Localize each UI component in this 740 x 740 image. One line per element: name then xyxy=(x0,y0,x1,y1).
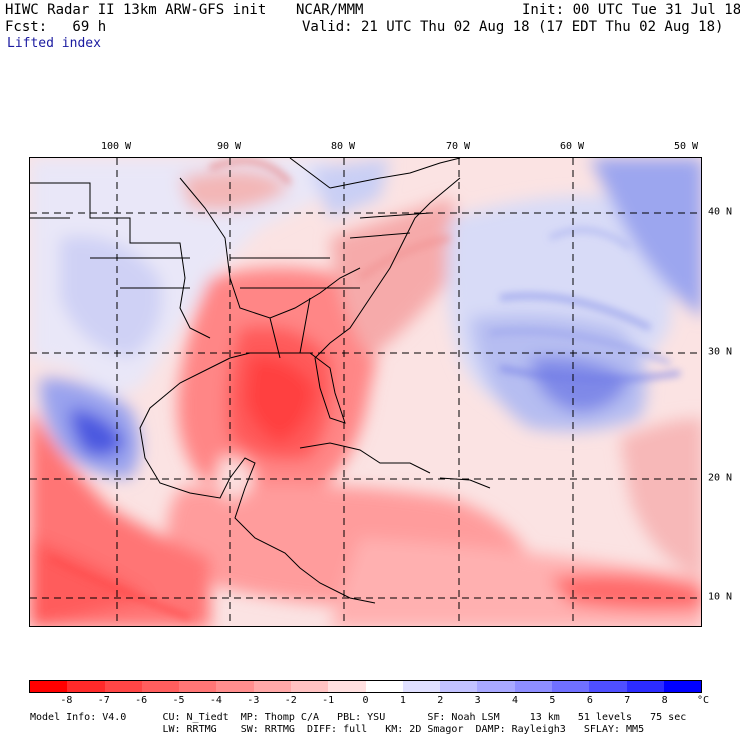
colorbar-swatch xyxy=(179,681,217,692)
lifted-index-map[interactable] xyxy=(29,157,702,627)
colorbar-swatch xyxy=(290,681,329,692)
colorbar-swatch xyxy=(663,681,702,692)
lat-label-10n: 10 N xyxy=(708,591,733,603)
colorbar-tick-label: 4 xyxy=(512,695,519,706)
colorbar-tick-label: 5 xyxy=(549,695,556,706)
colorbar-swatch xyxy=(440,681,478,692)
colorbar-tick-label: 3 xyxy=(474,695,481,706)
valid-time: Valid: 21 UTC Thu 02 Aug 18 (17 EDT Thu … xyxy=(302,19,724,35)
model-title: HIWC Radar II 13km ARW-GFS init xyxy=(5,2,267,18)
colorbar-swatch xyxy=(626,681,664,692)
colorbar-tick-label: -5 xyxy=(172,695,185,706)
colorbar-tick-label: -3 xyxy=(247,695,260,706)
field-texture xyxy=(48,158,681,621)
colorbar-tick-label: -4 xyxy=(209,695,222,706)
lon-label-70w: 70 W xyxy=(445,141,471,152)
colorbar-tick-label: 7 xyxy=(624,695,631,706)
colorbar-swatch xyxy=(589,681,627,692)
forecast-hour: Fcst: 69 h xyxy=(5,19,107,35)
colorbar-tick-label: -1 xyxy=(322,695,335,706)
colorbar xyxy=(29,680,702,693)
field-shading xyxy=(30,158,701,626)
colorbar-tick-label: 2 xyxy=(437,695,444,706)
colorbar-tick-label: 6 xyxy=(586,695,593,706)
lon-label-50w: 50 W xyxy=(673,141,699,152)
colorbar-swatch xyxy=(216,681,254,692)
colorbar-swatch xyxy=(514,681,552,692)
colorbar-tick-label: 1 xyxy=(399,695,406,706)
lon-label-100w: 100 W xyxy=(100,141,132,152)
colorbar-swatch xyxy=(365,681,403,692)
colorbar-swatch xyxy=(141,681,180,692)
colorbar-tick-label: -6 xyxy=(135,695,148,706)
colorbar-tick-label: -2 xyxy=(284,695,297,706)
model-info-line2: LW: RRTMG SW: RRTMG DIFF: full KM: 2D Sm… xyxy=(30,724,645,735)
colorbar-swatch xyxy=(67,681,105,692)
field-name: Lifted index xyxy=(7,36,101,51)
colorbar-unit: °C xyxy=(697,695,710,706)
colorbar-swatch xyxy=(551,681,590,692)
graticule xyxy=(30,158,701,626)
colorbar-tick-label: 0 xyxy=(362,695,369,706)
lon-label-80w: 80 W xyxy=(330,141,356,152)
center-label: NCAR/MMM xyxy=(296,2,364,18)
lon-label-90w: 90 W xyxy=(216,141,242,152)
model-info-line1: Model Info: V4.0 CU: N_Tiedt MP: Thomp C… xyxy=(30,712,687,723)
init-time: Init: 00 UTC Tue 31 Jul 18 xyxy=(522,2,740,18)
lat-label-40n: 40 N xyxy=(708,206,733,218)
colorbar-tick-label: -7 xyxy=(97,695,110,706)
colorbar-swatch xyxy=(402,681,441,692)
lat-label-30n: 30 N xyxy=(708,346,733,358)
lat-label-20n: 20 N xyxy=(708,472,733,484)
colorbar-swatch xyxy=(253,681,291,692)
colorbar-swatch xyxy=(30,681,68,692)
colorbar-swatch xyxy=(104,681,142,692)
colorbar-swatch xyxy=(477,681,515,692)
lon-label-60w: 60 W xyxy=(559,141,585,152)
map-canvas xyxy=(30,158,701,626)
colorbar-tick-label: 8 xyxy=(661,695,668,706)
colorbar-tick-label: -8 xyxy=(60,695,73,706)
colorbar-swatch xyxy=(328,681,366,692)
